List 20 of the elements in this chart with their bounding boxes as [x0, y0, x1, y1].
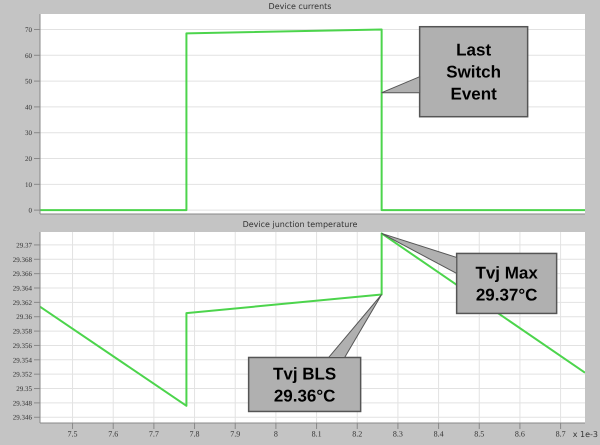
x-tick-label: 7.6 [108, 430, 118, 439]
x-tick-label: 8.5 [474, 430, 484, 439]
x-tick-label: 8.6 [514, 430, 525, 439]
annotation: Tvj BLS 29.36°C [272, 364, 336, 406]
x-tick-label: 7.8 [190, 430, 200, 439]
chart-title: Device currents [268, 2, 332, 11]
x-tick-label: 8.1 [312, 430, 322, 439]
x-axis-title: x 1e-3 [572, 430, 598, 439]
x-tick-label: 8.4 [434, 430, 444, 439]
x-tick-label: 7.9 [230, 430, 240, 439]
x-tick-label: 8.7 [556, 430, 566, 439]
line-series [40, 232, 585, 407]
annotation: Last Switch Event [446, 40, 502, 104]
x-tick-label: 8.2 [352, 430, 362, 439]
x-tick-label: 7.7 [148, 430, 159, 439]
annotation: Tvj Max 29.37°C [475, 263, 538, 304]
x-tick-label: 7.5 [68, 430, 78, 439]
x-tick-label: 8 [274, 430, 278, 439]
chart-title: Device junction temperature [242, 220, 358, 229]
x-tick-label: 8.3 [392, 430, 403, 439]
